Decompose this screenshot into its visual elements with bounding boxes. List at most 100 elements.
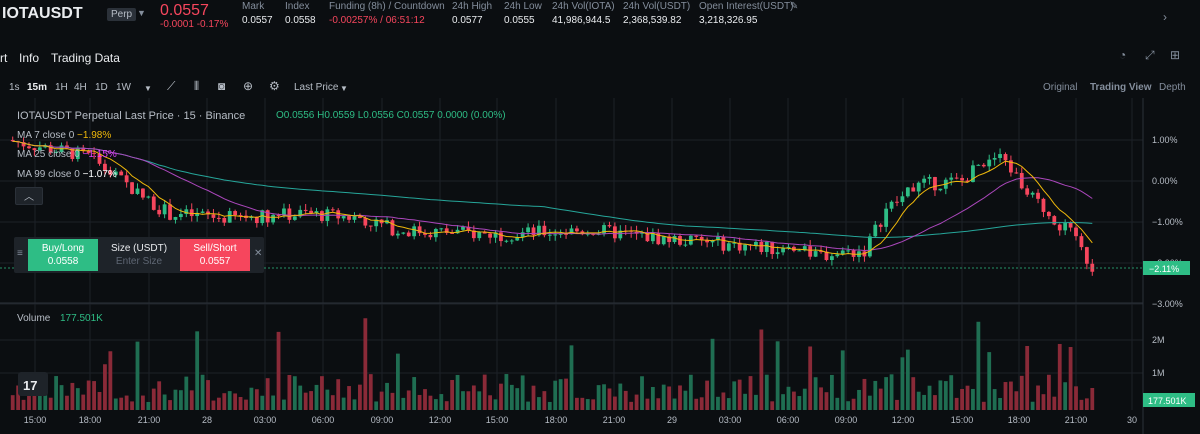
volume-bar xyxy=(184,376,189,410)
view-trading-view[interactable]: Trading View xyxy=(1090,82,1152,93)
volume-bar xyxy=(309,391,313,410)
candle-body xyxy=(585,233,590,235)
candle-body xyxy=(195,212,200,217)
interval-15m[interactable]: 15m xyxy=(27,82,48,93)
volume-bar xyxy=(97,391,102,410)
ma7-legend[interactable]: MA 7 close 0 −1.98% xyxy=(17,130,112,141)
current-price-tag xyxy=(1143,261,1190,275)
tab-info[interactable]: Info xyxy=(19,51,40,65)
volume-bar xyxy=(119,397,124,410)
volume-bar xyxy=(1025,345,1030,410)
candle-body xyxy=(303,209,308,211)
volume-bar xyxy=(493,399,498,410)
interval-1d[interactable]: 1D xyxy=(95,82,108,93)
stat-24h-vol-usdt: 24h Vol(USDT) 2,368,539.82 xyxy=(623,1,690,26)
sell-short-button[interactable]: Sell/Short 0.0557 xyxy=(180,239,250,271)
volume-bar xyxy=(650,387,655,410)
candle-body xyxy=(905,187,910,197)
candle-body xyxy=(1057,224,1062,231)
candle-body xyxy=(645,232,650,242)
chevron-down-icon[interactable]: ▼ xyxy=(340,84,348,93)
bell-icon[interactable]: ◔ xyxy=(1119,48,1127,62)
view-original[interactable]: Original xyxy=(1043,82,1078,93)
ma25-legend[interactable]: MA 25 close 0 −1.15% xyxy=(17,149,117,160)
close-icon[interactable]: ✕ xyxy=(254,248,263,259)
settings-icon[interactable]: ⚙ xyxy=(269,79,280,93)
volume-bar xyxy=(499,383,503,410)
price-type-select[interactable]: Last Price xyxy=(294,82,339,93)
volume-bar xyxy=(916,391,921,410)
chevron-right-icon[interactable]: › xyxy=(1163,10,1167,24)
chevron-down-icon[interactable]: ▼ xyxy=(144,84,152,93)
candle-body xyxy=(347,216,351,220)
volume-bar xyxy=(1003,382,1008,410)
buy-long-button[interactable]: Buy/Long 0.0558 xyxy=(28,239,98,271)
interval-1s[interactable]: 1s xyxy=(9,82,20,93)
grid-icon[interactable]: ⊞ xyxy=(1170,48,1181,62)
candle-body xyxy=(92,152,96,154)
chart-title: IOTAUSDT Perpetual Last Price · 15 · Bin… xyxy=(17,110,246,122)
view-depth[interactable]: Depth xyxy=(1159,82,1186,93)
indicator-icon[interactable]: ⟋ xyxy=(167,79,176,93)
candle-type-icon[interactable]: ⫴ xyxy=(194,79,200,93)
volume-bar xyxy=(759,329,764,410)
interval-1h[interactable]: 1H xyxy=(55,82,68,93)
tab-trading-data[interactable]: Trading Data xyxy=(51,51,120,65)
candle-body xyxy=(482,231,487,234)
time-tick: 09:00 xyxy=(835,415,858,425)
expand-icon[interactable]: ⤢ xyxy=(1145,48,1155,62)
volume-bar xyxy=(835,397,840,410)
drag-handle-icon[interactable]: ≡ xyxy=(17,248,23,259)
volume-bar xyxy=(509,384,514,410)
volume-tick: 2M xyxy=(1152,335,1165,345)
ticker-bar: IOTAUSDT Perp ▼ 0.0557 -0.0001 -0.17% Ma… xyxy=(0,0,1200,36)
ma99-legend[interactable]: MA 99 close 0 −1.07% xyxy=(17,169,117,180)
tab-chart[interactable]: rt xyxy=(0,51,8,65)
stat-label: 24h Vol(USDT) xyxy=(623,1,691,12)
candle-body xyxy=(54,151,59,153)
candle-body xyxy=(1068,222,1073,228)
collapse-legend-button[interactable]: ︿ xyxy=(15,187,43,205)
candle-body xyxy=(189,209,194,217)
interval-4h[interactable]: 4H xyxy=(74,82,87,93)
edit-icon[interactable]: ✎ xyxy=(790,1,799,12)
candle-body xyxy=(412,226,417,237)
volume-bar xyxy=(444,401,449,410)
volume-bar xyxy=(754,394,758,410)
add-icon[interactable]: ⊕ xyxy=(243,79,254,93)
stat-value: 41,986,944.5 xyxy=(552,15,611,26)
volume-bar xyxy=(949,375,954,410)
candle-body xyxy=(130,182,134,194)
candle-body xyxy=(417,226,422,234)
candle-body xyxy=(656,233,661,245)
size-input[interactable]: Size (USDT) Enter Size xyxy=(100,239,178,271)
candle-body xyxy=(439,228,444,230)
volume-bar xyxy=(688,374,693,410)
symbol-name[interactable]: IOTAUSDT xyxy=(2,5,83,22)
candle-body xyxy=(710,240,715,243)
candle-body xyxy=(933,177,937,191)
candle-body xyxy=(184,209,189,215)
volume-bar xyxy=(303,392,308,410)
volume-bar xyxy=(1063,382,1068,410)
volume-bar xyxy=(612,396,617,410)
candle-body xyxy=(667,236,672,243)
camera-icon[interactable]: ◙ xyxy=(218,79,226,93)
candle-body xyxy=(721,236,726,251)
volume-bar xyxy=(271,395,276,410)
volume-bar xyxy=(895,399,899,410)
volume-bar xyxy=(314,384,319,410)
candle-body xyxy=(27,146,31,149)
volume-bar xyxy=(65,395,69,410)
price-tick: 0.00% xyxy=(1152,176,1178,186)
candle-body xyxy=(477,231,482,239)
candle-body xyxy=(1063,222,1068,231)
chevron-down-icon[interactable]: ▼ xyxy=(137,8,146,18)
candle-body xyxy=(813,251,818,257)
interval-1w[interactable]: 1W xyxy=(116,82,131,93)
sell-label: Sell/Short xyxy=(193,243,237,254)
candle-body xyxy=(222,217,227,223)
volume-bar xyxy=(623,390,628,410)
stat-funding: Funding (8h) / Countdown -0.00257% / 06:… xyxy=(329,1,445,26)
